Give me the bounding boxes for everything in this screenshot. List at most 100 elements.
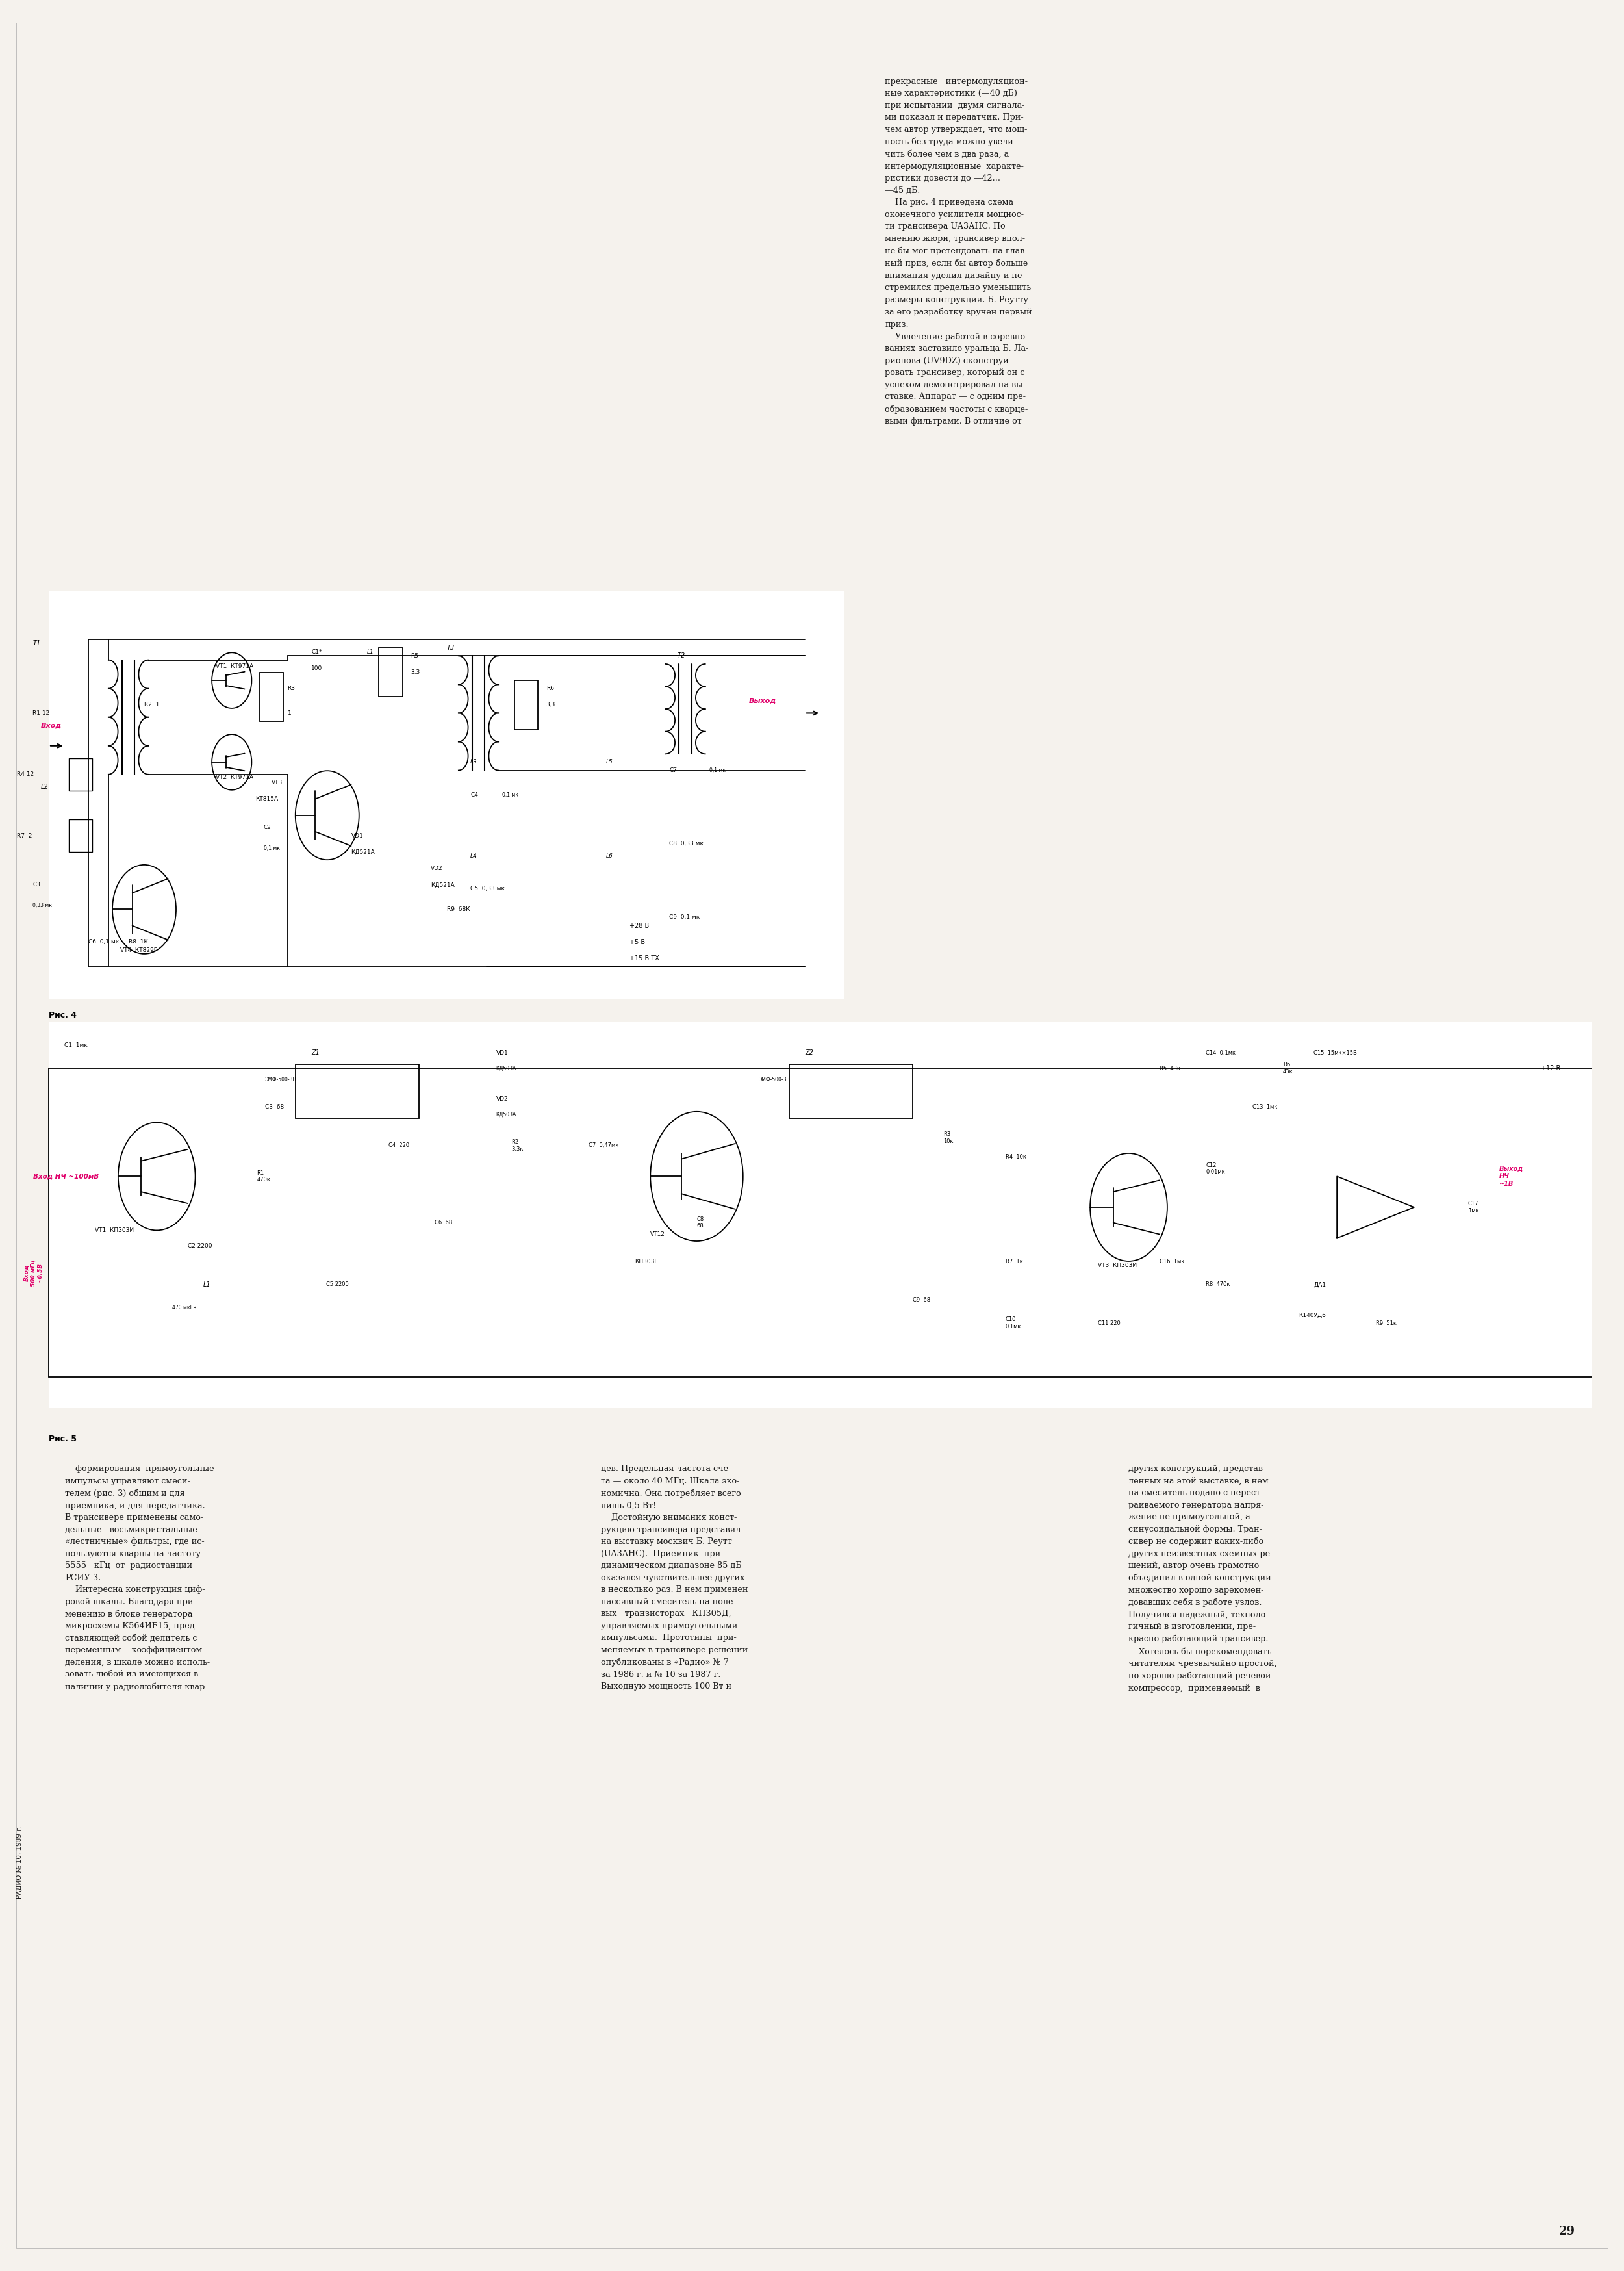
Text: C9  68: C9 68: [913, 1297, 931, 1304]
Text: L1: L1: [203, 1281, 211, 1288]
Text: C13  1мк: C13 1мк: [1252, 1104, 1276, 1111]
Text: C15  15мк×15В: C15 15мк×15В: [1314, 1049, 1358, 1056]
Text: Рис. 4: Рис. 4: [49, 1011, 76, 1020]
Bar: [378, 647, 403, 697]
Text: L5: L5: [606, 759, 612, 765]
Text: VT12: VT12: [650, 1231, 666, 1238]
Text: Вход
500 мГц
~0,5В: Вход 500 мГц ~0,5В: [24, 1260, 42, 1285]
Text: К140УД6: К140УД6: [1299, 1313, 1325, 1317]
Text: C1*: C1*: [312, 650, 322, 654]
Text: прекрасные   интермодуляцион-
ные характеристики (—40 дБ)
при испытании  двумя с: прекрасные интермодуляцион- ные характер…: [885, 77, 1033, 425]
Text: C4: C4: [471, 793, 477, 797]
Text: Вход НЧ ~100мВ: Вход НЧ ~100мВ: [32, 1174, 99, 1179]
Text: L6: L6: [606, 854, 612, 858]
Text: Рис. 5: Рис. 5: [49, 1435, 76, 1442]
Text: C9  0,1 мк: C9 0,1 мк: [669, 915, 700, 920]
Text: 3,3: 3,3: [546, 702, 555, 709]
Bar: [789, 1065, 913, 1117]
Text: формирования  прямоугольные
импульсы управляют смеси-
телем (рис. 3) общим и для: формирования прямоугольные импульсы упра…: [65, 1465, 214, 1692]
Text: ЭМФ-500-3В: ЭМФ-500-3В: [265, 1076, 296, 1083]
Text: R8  470к: R8 470к: [1205, 1281, 1231, 1288]
Text: C12
0,01мк: C12 0,01мк: [1205, 1163, 1224, 1174]
Text: C5  0,33 мк: C5 0,33 мк: [471, 886, 505, 893]
Text: C2: C2: [263, 824, 271, 831]
Text: +5 В: +5 В: [630, 938, 645, 945]
Bar: [49, 590, 844, 999]
Text: C3: C3: [32, 881, 41, 888]
Text: Вход: Вход: [41, 722, 62, 729]
Text: R7  2: R7 2: [16, 833, 32, 838]
Text: R7  1к: R7 1к: [1005, 1258, 1023, 1265]
Text: КД521А: КД521А: [351, 849, 375, 854]
Text: ДА1: ДА1: [1314, 1281, 1327, 1288]
Text: R8  1К: R8 1К: [128, 940, 148, 945]
Text: +28 В: +28 В: [630, 922, 650, 929]
Text: 470 мкГн: 470 мкГн: [172, 1306, 197, 1310]
Text: Z1: Z1: [312, 1049, 320, 1056]
Text: R2  1: R2 1: [145, 702, 159, 709]
Text: VT1  КТ971А: VT1 КТ971А: [216, 663, 253, 670]
Text: R6: R6: [546, 686, 554, 690]
Text: VD2: VD2: [497, 1097, 508, 1101]
Text: C10
0,1мк: C10 0,1мк: [1005, 1317, 1021, 1329]
Text: Выход: Выход: [749, 697, 776, 704]
Text: C14  0,1мк: C14 0,1мк: [1205, 1049, 1236, 1056]
Text: VT1  КП303И: VT1 КП303И: [94, 1229, 135, 1233]
Text: C4  220: C4 220: [388, 1142, 409, 1149]
Text: VD1: VD1: [351, 833, 364, 838]
Text: Выход
НЧ
~1В: Выход НЧ ~1В: [1499, 1165, 1523, 1188]
Text: C7  0,47мк: C7 0,47мк: [588, 1142, 619, 1149]
Text: КД521А: КД521А: [430, 881, 455, 888]
Bar: [515, 681, 538, 729]
Text: КТ815А: КТ815А: [255, 797, 278, 802]
Text: VT2  КТ971А: VT2 КТ971А: [216, 774, 253, 781]
Text: 1: 1: [287, 711, 291, 715]
Text: R9  68К: R9 68К: [447, 906, 469, 913]
Text: R6
43к: R6 43к: [1283, 1063, 1293, 1074]
Text: ЭМФ-500-3В: ЭМФ-500-3В: [758, 1076, 789, 1083]
Bar: [68, 820, 93, 852]
Text: C16  1мк: C16 1мк: [1160, 1258, 1184, 1265]
Bar: [296, 1065, 419, 1117]
Text: L4: L4: [471, 854, 477, 858]
Text: +12 В: +12 В: [1541, 1065, 1561, 1072]
Text: L2: L2: [41, 783, 49, 790]
Text: цев. Предельная частота сче-
та — около 40 МГц. Шкала эко-
номична. Она потребля: цев. Предельная частота сче- та — около …: [601, 1465, 749, 1690]
Text: 0,1 мк: 0,1 мк: [502, 793, 518, 797]
Text: R3: R3: [287, 686, 296, 690]
Text: 0,1 мк: 0,1 мк: [263, 845, 279, 852]
Text: R1 12: R1 12: [32, 711, 50, 715]
Polygon shape: [1337, 1176, 1415, 1238]
Bar: [49, 1022, 1592, 1408]
Text: R1
470к: R1 470к: [257, 1170, 271, 1183]
Bar: [68, 759, 93, 790]
Text: R4  10к: R4 10к: [1005, 1154, 1026, 1160]
Text: C2 2200: C2 2200: [188, 1242, 211, 1249]
Text: L1: L1: [367, 650, 374, 654]
Text: R4 12: R4 12: [16, 772, 34, 777]
Text: R5: R5: [411, 654, 419, 659]
Text: КД503А: КД503А: [497, 1113, 516, 1117]
Text: 29: 29: [1559, 2226, 1575, 2237]
Bar: [260, 672, 284, 722]
Text: 0,33 мк: 0,33 мк: [32, 902, 52, 908]
Text: C6  68: C6 68: [434, 1220, 451, 1226]
Text: 100: 100: [312, 665, 323, 670]
Text: VD2: VD2: [430, 865, 443, 872]
Text: R2
3,3к: R2 3,3к: [512, 1140, 523, 1151]
Text: C7: C7: [669, 768, 677, 772]
Text: C6  0,1 мк: C6 0,1 мк: [88, 940, 119, 945]
Text: C8  0,33 мк: C8 0,33 мк: [669, 840, 703, 847]
Text: T1: T1: [32, 640, 41, 647]
Text: Z2: Z2: [804, 1049, 814, 1056]
Text: R5  43к: R5 43к: [1160, 1065, 1181, 1072]
Text: C8
68: C8 68: [697, 1217, 703, 1229]
Text: 0,1 мк: 0,1 мк: [710, 768, 726, 772]
Text: VT3  КП303И: VT3 КП303И: [1098, 1263, 1137, 1267]
Text: T2: T2: [677, 652, 685, 659]
Text: РАДИО № 10, 1989 г.: РАДИО № 10, 1989 г.: [16, 1826, 23, 1899]
Text: L3: L3: [471, 759, 477, 765]
Text: C5 2200: C5 2200: [326, 1281, 349, 1288]
Text: других конструкций, представ-
ленных на этой выставке, в нем
на смеситель подано: других конструкций, представ- ленных на …: [1129, 1465, 1276, 1692]
Text: T3: T3: [447, 645, 455, 652]
